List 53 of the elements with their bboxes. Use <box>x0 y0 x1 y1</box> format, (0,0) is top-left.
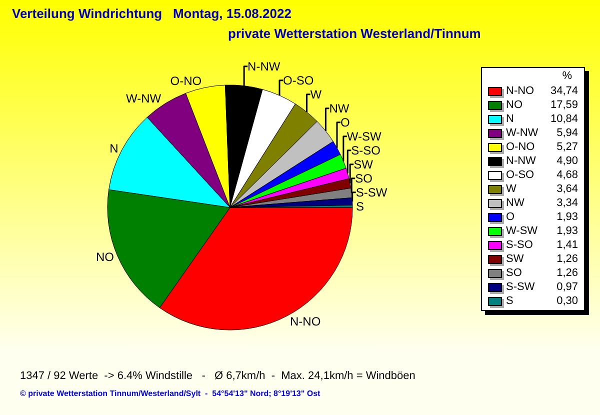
legend-label: SO <box>506 267 523 279</box>
data-label: 34,74 <box>549 85 579 97</box>
slice-label: N-NW <box>248 59 281 74</box>
legend-label: S-SW <box>506 281 536 293</box>
text: © private Wetterstation Tinnum/Westerland/Sylt - 54°54'13" Nord; 8°19'13" Ost <box>20 389 320 398</box>
slice-label: NO <box>96 250 114 264</box>
legend-label: NW <box>506 197 526 209</box>
slice-label: S-SO <box>351 143 380 158</box>
data-label: 10,84 <box>549 113 579 125</box>
legend-label: O-NO <box>506 141 536 153</box>
data-label: 1,93 <box>556 211 579 223</box>
slice-label: O-NO <box>170 74 202 88</box>
data-label: 0,97 <box>556 281 579 293</box>
slice-label: W-NW <box>126 91 162 106</box>
legend-label: N-NW <box>506 155 537 167</box>
data-label: 1,26 <box>556 267 579 279</box>
data-label: 1,41 <box>556 239 579 251</box>
legend-label: S-SO <box>506 239 534 251</box>
slice-label: SW <box>354 157 374 172</box>
legend-label: NO <box>506 99 524 111</box>
data-label: 3,34 <box>556 197 579 209</box>
data-label: 0,30 <box>556 295 579 307</box>
legend-title: % <box>561 70 573 84</box>
slice-label: SO <box>355 171 372 186</box>
legend-label: W <box>506 183 518 195</box>
legend-label: N <box>506 113 515 125</box>
data-label: 5,94 <box>556 127 579 139</box>
slice-label: N-NO <box>290 314 321 329</box>
legend-label: SW <box>506 253 525 265</box>
slice-label: N <box>110 142 118 156</box>
slice-label: O-SO <box>282 73 314 88</box>
data-label: 1,26 <box>556 253 579 265</box>
slice-label: W-SW <box>346 129 382 144</box>
legend-label: N-NO <box>506 85 536 97</box>
legend-label: S <box>506 295 514 307</box>
slice-label: O <box>340 115 350 130</box>
text: 1347 / 92 Werte -> 6.4% Windstille - Ø 6,7km/h - Max. 24,1km/h = Windböen <box>20 370 416 382</box>
legend-label: O-SO <box>506 169 536 181</box>
data-label: 1,93 <box>556 225 579 237</box>
chart-subtitle: private Wetterstation Westerland/Tinnum <box>228 26 481 41</box>
slice-label: NW <box>329 101 350 116</box>
data-label: 3,64 <box>556 183 579 195</box>
data-label: 4,90 <box>556 155 579 167</box>
legend-label: O <box>506 211 516 223</box>
legend-label: W-SW <box>506 225 539 237</box>
slice-label: S <box>356 199 364 214</box>
legend-label: W-NW <box>506 127 540 139</box>
slice-label: W <box>310 87 322 102</box>
data-label: 17,59 <box>549 99 579 111</box>
slice-label: S-SW <box>356 185 388 200</box>
chart-title: Verteilung Windrichtung Montag, 15.08.2022 <box>12 6 292 21</box>
data-label: 4,68 <box>556 169 579 181</box>
data-label: 5,27 <box>556 141 579 153</box>
